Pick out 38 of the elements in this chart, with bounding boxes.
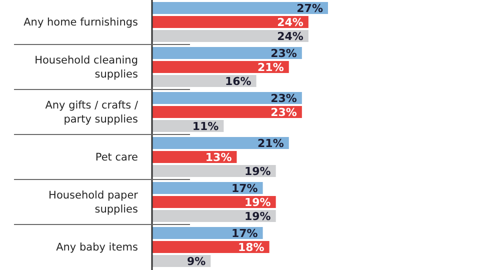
y-tick-label: Pet care xyxy=(95,152,138,164)
bar xyxy=(152,210,276,222)
data-label: 11% xyxy=(192,120,219,133)
y-tick-label: Any home furnishings xyxy=(24,16,138,28)
data-label: 19% xyxy=(244,164,271,178)
y-tick-label: Household paper supplies xyxy=(48,190,139,216)
y-tick-label: Household cleaning supplies xyxy=(34,54,138,80)
data-label: 24% xyxy=(277,16,304,29)
bar xyxy=(152,182,263,194)
data-label: 16% xyxy=(224,74,252,88)
bar xyxy=(152,165,276,177)
y-tick-label: Any gifts / crafts / party supplies xyxy=(45,100,138,126)
data-label: 9% xyxy=(186,254,206,268)
bar xyxy=(152,196,276,208)
data-label: 21% xyxy=(258,60,284,74)
bar xyxy=(152,61,289,73)
data-label: 17% xyxy=(231,226,258,240)
bar xyxy=(152,106,302,118)
bar xyxy=(152,241,270,253)
y-tick-label: Any baby items xyxy=(56,242,138,254)
data-label: 21% xyxy=(258,136,284,150)
bar xyxy=(152,92,302,104)
bar xyxy=(152,30,308,42)
data-label: 24% xyxy=(277,30,304,43)
data-label: 23% xyxy=(270,106,297,119)
data-label: 19% xyxy=(244,210,271,223)
data-label: 17% xyxy=(231,182,258,195)
data-label: 13% xyxy=(205,150,232,164)
bar xyxy=(152,137,289,149)
bar xyxy=(152,2,328,14)
data-label: 23% xyxy=(270,92,297,105)
bar xyxy=(152,47,302,59)
data-label: 19% xyxy=(244,196,271,209)
data-label: 18% xyxy=(238,240,264,254)
data-label: 27% xyxy=(296,2,323,15)
data-label: 23% xyxy=(270,46,297,60)
bar xyxy=(152,227,263,239)
bar xyxy=(152,16,308,28)
